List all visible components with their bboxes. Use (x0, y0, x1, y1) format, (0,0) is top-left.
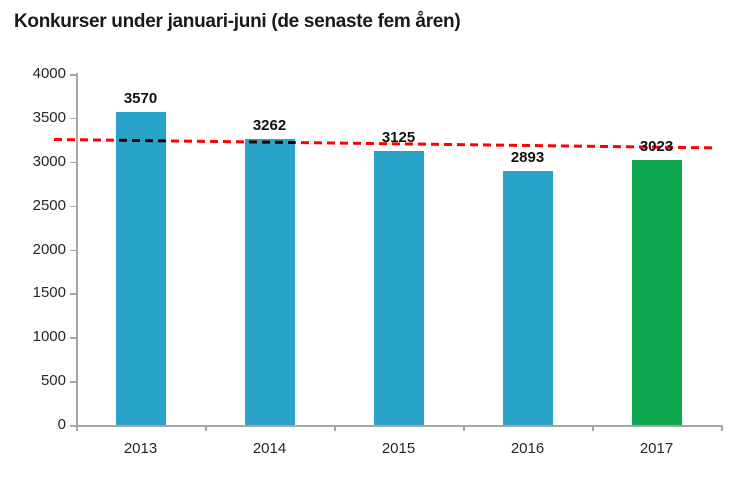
x-axis-tick (76, 425, 78, 431)
x-axis-tick (334, 425, 336, 431)
x-axis-label-2015: 2015 (381, 440, 416, 457)
bar-2013 (115, 111, 166, 425)
y-axis-tick-label: 1000 (32, 328, 66, 346)
y-axis-tick-label: 500 (40, 372, 66, 390)
y-axis-tick (70, 205, 76, 208)
bar-value-label-2017: 3023 (639, 137, 674, 155)
y-axis-tick (70, 117, 76, 120)
y-axis-tick (70, 425, 76, 427)
x-axis-tick (592, 425, 594, 431)
y-axis-tick-label: 2500 (32, 196, 66, 214)
y-axis-line (76, 73, 78, 426)
x-axis-label-2013: 2013 (123, 440, 158, 457)
y-axis-tick (70, 74, 76, 76)
y-axis-tick-label: 3000 (32, 152, 66, 170)
x-axis-label-2014: 2014 (252, 440, 287, 457)
y-axis-tick (70, 161, 76, 164)
y-axis-tick-label: 1500 (32, 284, 66, 302)
bar-2016 (502, 171, 553, 425)
x-axis-tick (463, 425, 465, 431)
bar-value-label-2016: 2893 (510, 149, 545, 167)
x-axis-line (75, 425, 722, 427)
x-axis-label-2016: 2016 (510, 440, 545, 457)
x-axis-tick (721, 425, 723, 431)
y-axis-tick (70, 249, 76, 251)
x-axis-tick (205, 425, 207, 431)
bar-value-label-2015: 3125 (381, 128, 416, 146)
y-axis-tick-label: 2000 (32, 240, 66, 258)
y-axis-tick-label: 3500 (32, 108, 66, 126)
bar-2017 (631, 159, 682, 425)
y-axis-tick (70, 337, 76, 339)
bar-2014 (244, 138, 295, 425)
bar-2015 (373, 150, 424, 425)
chart-title: Konkurser under januari-juni (de senaste… (14, 11, 461, 32)
bar-value-label-2014: 3262 (252, 116, 287, 134)
y-axis-tick-label: 0 (57, 416, 66, 433)
y-axis-tick (70, 293, 76, 295)
y-axis-tick-label: 4000 (32, 65, 66, 82)
y-axis-tick (70, 381, 76, 383)
x-axis-label-2017: 2017 (639, 440, 674, 457)
bar-value-label-2013: 3570 (123, 89, 158, 107)
